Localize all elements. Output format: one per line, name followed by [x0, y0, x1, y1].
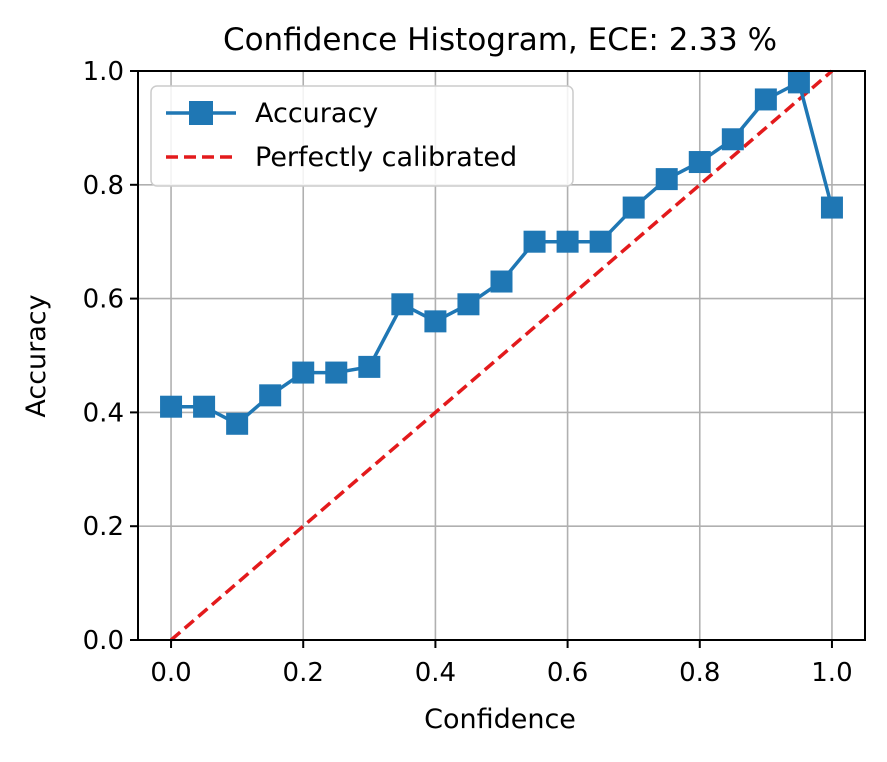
data-point-marker	[358, 355, 381, 378]
data-point-marker	[160, 395, 183, 418]
x-tick-label: 0.2	[283, 658, 324, 688]
legend: Accuracy Perfectly calibrated	[150, 85, 574, 187]
data-point-marker	[688, 151, 711, 174]
y-axis: 0.0 0.2 0.4 0.6 0.8 1.0	[83, 57, 138, 656]
legend-marker-accuracy	[189, 101, 213, 125]
data-point-marker	[391, 293, 414, 316]
data-point-marker	[754, 88, 777, 111]
data-point-marker	[259, 384, 282, 407]
legend-label-perfectly-calibrated: Perfectly calibrated	[255, 142, 517, 173]
y-axis-label: Accuracy	[21, 294, 52, 417]
y-tick-label: 0.2	[83, 512, 124, 542]
data-point-marker	[457, 293, 480, 316]
data-point-marker	[589, 230, 612, 253]
chart-title: Confidence Histogram, ECE: 2.33 %	[223, 22, 777, 58]
plot-series	[160, 69, 843, 642]
data-point-marker	[622, 196, 645, 219]
x-axis-label: Confidence	[424, 704, 576, 735]
data-point-marker	[523, 230, 546, 253]
data-point-marker	[721, 128, 744, 151]
data-point-marker	[292, 361, 315, 384]
plot-frame	[137, 70, 866, 641]
data-point-marker	[655, 168, 678, 191]
y-tick-label: 0.4	[83, 398, 124, 428]
data-point-marker	[490, 270, 513, 293]
x-tick-label: 0.6	[547, 658, 588, 688]
data-point-marker	[226, 412, 249, 435]
y-tick-label: 0.6	[83, 285, 124, 315]
y-tick-label: 0.8	[83, 171, 124, 201]
x-tick-label: 0.0	[150, 658, 191, 688]
x-tick-label: 0.8	[679, 658, 720, 688]
y-tick-label: 0.0	[83, 626, 124, 656]
data-point-marker	[556, 230, 579, 253]
y-tick-label: 1.0	[83, 57, 124, 87]
data-point-marker	[424, 310, 447, 333]
data-point-marker	[325, 361, 348, 384]
legend-box	[150, 85, 574, 187]
data-point-marker	[787, 71, 810, 94]
x-tick-label: 0.4	[415, 658, 456, 688]
data-point-marker	[193, 395, 216, 418]
legend-label-accuracy: Accuracy	[255, 98, 378, 129]
x-axis: 0.0 0.2 0.4 0.6 0.8 1.0	[150, 640, 853, 688]
x-tick-label: 1.0	[811, 658, 852, 688]
series-line-perfectly-calibrated	[169, 69, 834, 642]
data-point-marker	[820, 196, 843, 219]
